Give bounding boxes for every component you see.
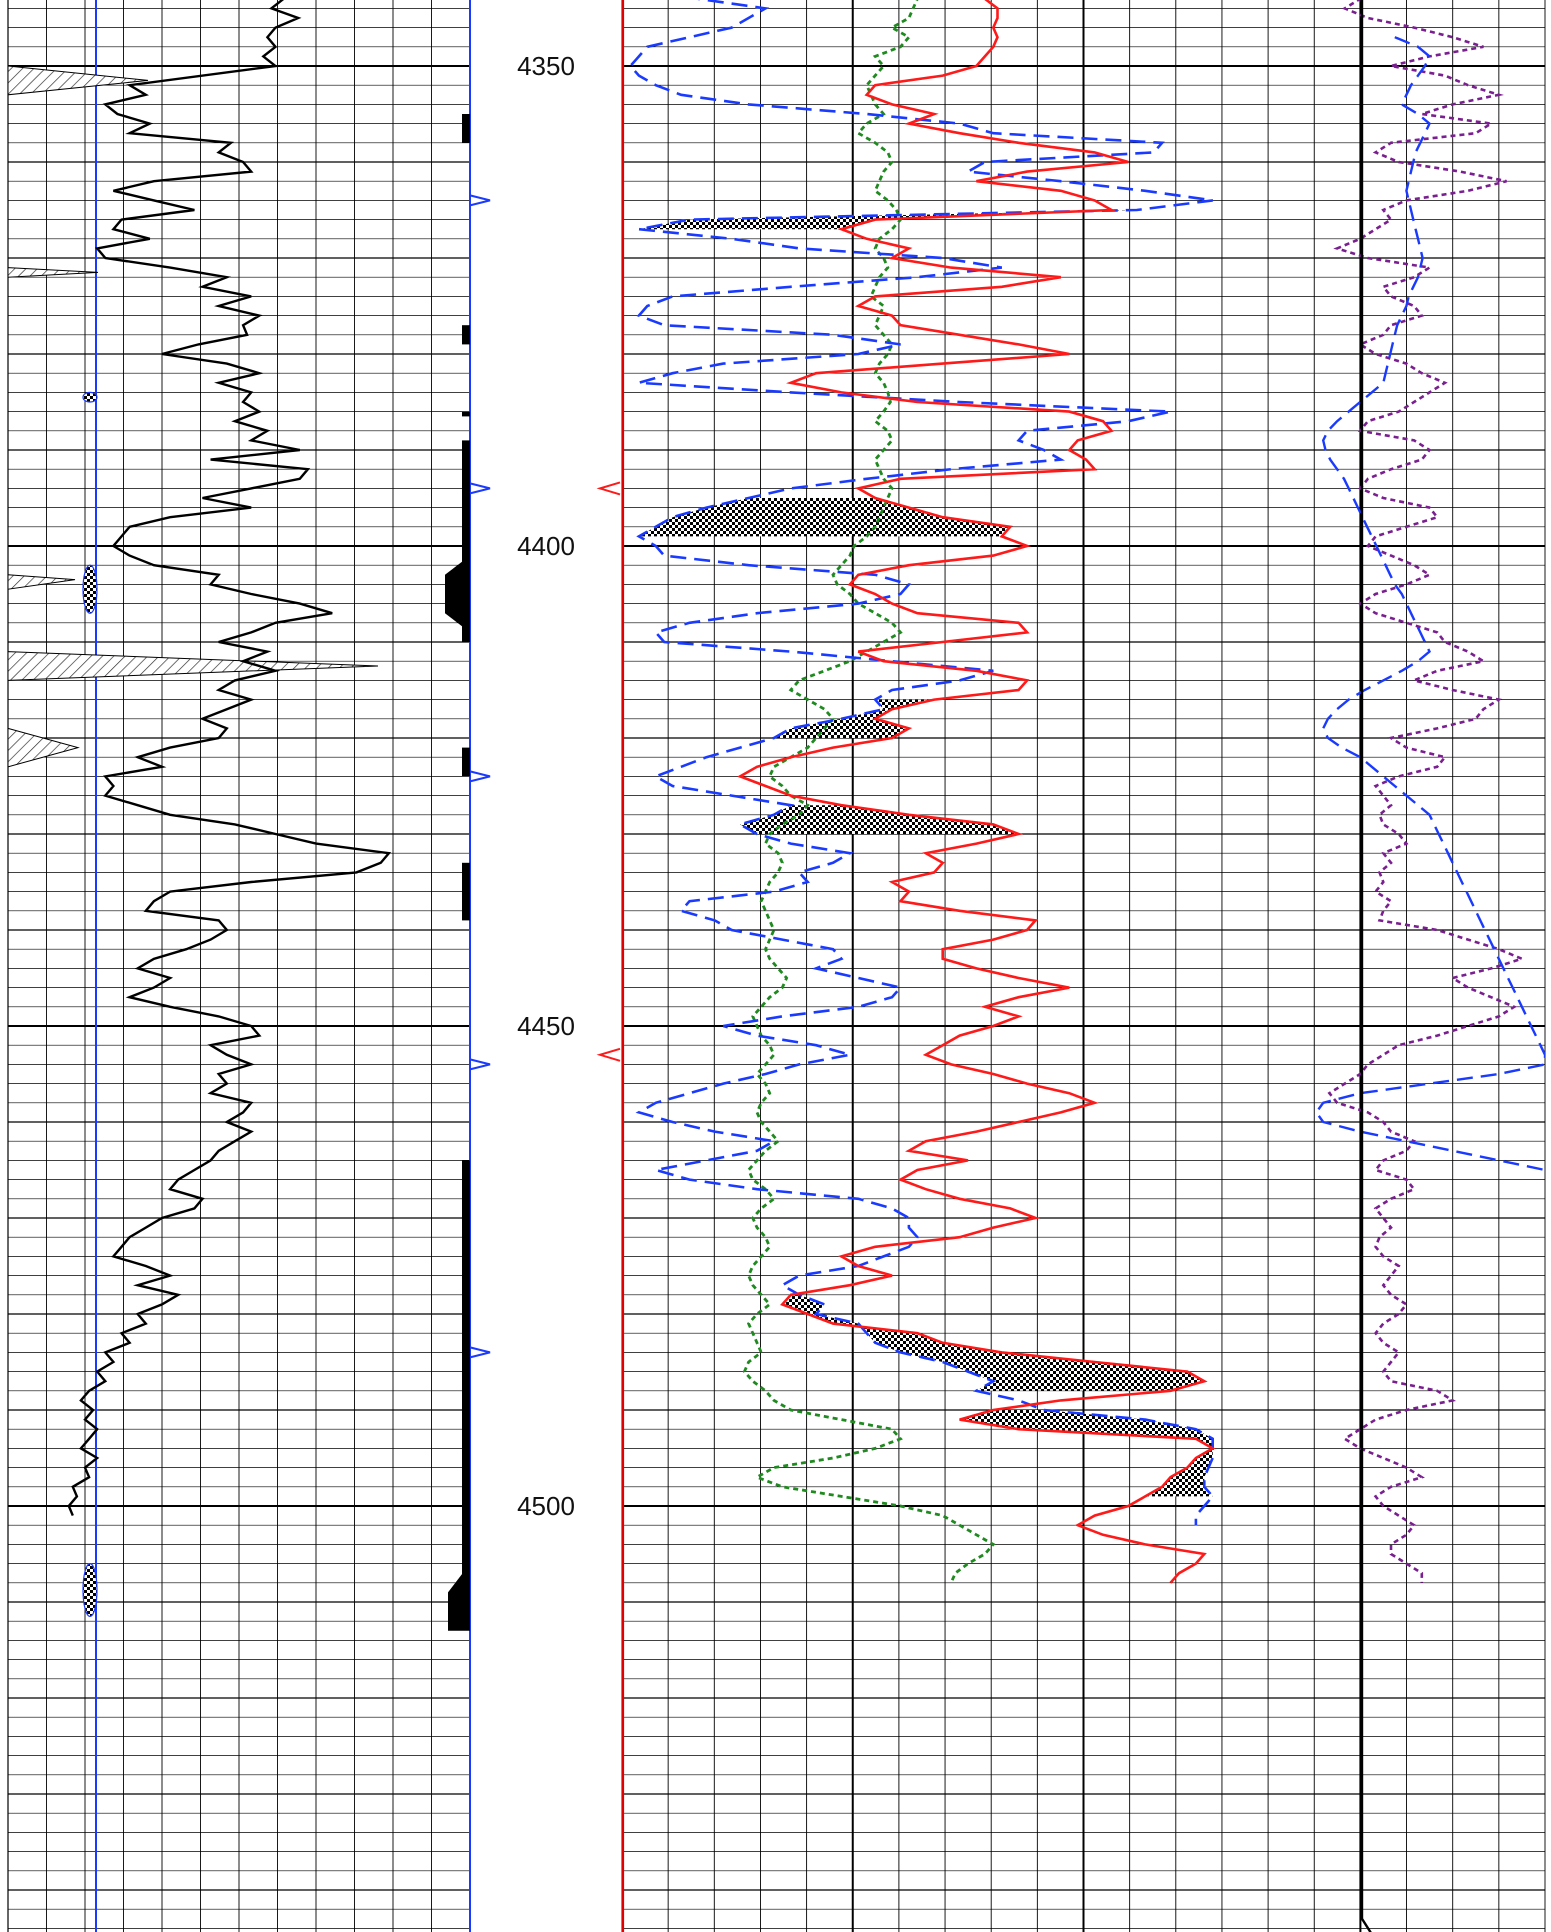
track1-hatch-fill: [7, 267, 99, 278]
track3-red-tick-marker: [596, 481, 621, 496]
track3-red-tick-marker: [596, 1047, 621, 1062]
track3-blue-dashed-curve: [628, 0, 1215, 1526]
track3-checker-fill: [638, 210, 1137, 230]
track1-blue-tick-marker: [469, 1058, 491, 1071]
track4-black-curve: [1360, 0, 1372, 1932]
track1-hatch-fill: [7, 651, 379, 681]
track3-grid: [621, 0, 1546, 1932]
curve-layer: [67, 0, 1545, 1932]
track1-hatch-fill: [7, 65, 149, 96]
track1-flag-bulge: [445, 555, 470, 633]
track1-flag-bar: [462, 114, 470, 143]
track3-checker-fill: [638, 498, 1011, 537]
track1-flag-bulge: [448, 1563, 470, 1631]
track1-blue-tick-marker: [469, 770, 491, 783]
track1-flag-bar: [462, 862, 470, 921]
track3-checker-fill: [782, 1294, 1205, 1391]
track1-flag-bar: [462, 1160, 470, 1583]
depth-track: 4350 4400 4450 4500: [517, 51, 575, 1521]
track3-checker-fill: [740, 805, 1019, 834]
depth-label: 4450: [517, 1011, 575, 1041]
track1-blue-tick-marker: [469, 1346, 491, 1359]
track1-gr-curve: [67, 0, 392, 1517]
track1-checker-fill: [82, 391, 98, 403]
track1-flag-bar: [462, 411, 470, 417]
track1-hatch-fill: [7, 574, 76, 590]
track1-blue-tick-marker: [469, 194, 491, 207]
track1-blue-tick-marker: [469, 482, 491, 495]
grid-layer: [7, 0, 1546, 1932]
track1-grid: [7, 0, 471, 1932]
track4-purple-dotted-curve: [1327, 0, 1526, 1583]
fill-layer: [7, 65, 1213, 1631]
track1-flag-bar: [462, 440, 470, 527]
track3-red-curve: [737, 0, 1216, 1584]
marker-layer: [469, 194, 621, 1359]
track4-blue-dashed-curve: [1314, 36, 1545, 1172]
depth-label: 4500: [517, 1491, 575, 1521]
track3-green-dotted-curve: [742, 0, 996, 1584]
track1-flag-bar: [462, 747, 470, 777]
depth-label: 4400: [517, 531, 575, 561]
track1-checker-fill: [82, 564, 98, 614]
track1-hatch-fill: [7, 727, 80, 768]
track3-checker-fill: [959, 1410, 1213, 1497]
track3-checker-fill: [773, 699, 935, 738]
depth-label: 4350: [517, 51, 575, 81]
track1-flag-bar: [462, 325, 470, 345]
track1-checker-fill: [82, 1562, 98, 1617]
